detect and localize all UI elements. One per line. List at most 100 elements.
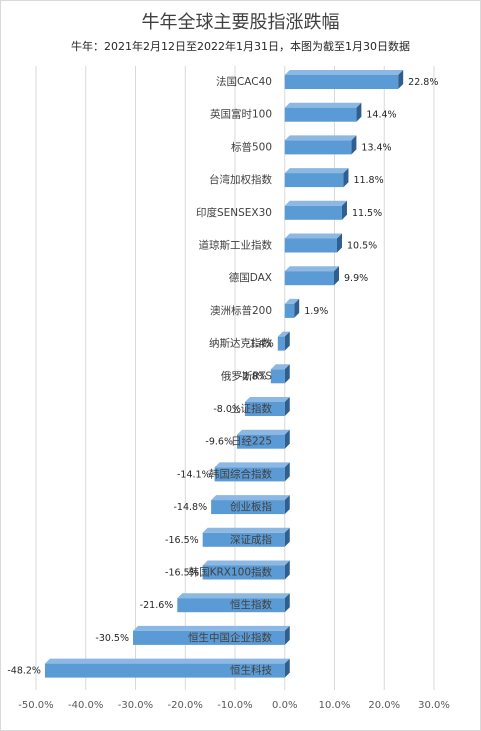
bar-top-face	[284, 168, 349, 174]
bar-side-face	[284, 625, 290, 645]
category-label: 韩国KRX100指数	[189, 566, 273, 579]
bar-side-face	[334, 266, 340, 286]
bar-side-face	[284, 593, 290, 613]
bar-side-face	[284, 658, 290, 678]
bar	[211, 500, 285, 515]
bar-side-face	[336, 233, 342, 253]
chart-title: 牛年全球主要股指涨跌幅	[141, 12, 340, 33]
x-tick-label: -40.0%	[68, 700, 103, 711]
bar-side-face	[284, 397, 290, 416]
value-label: -2.8%	[239, 371, 267, 382]
x-tick-label: -20.0%	[168, 700, 203, 711]
value-label: -16.5%	[165, 535, 199, 546]
value-label: -1.4%	[246, 339, 274, 350]
bar-top-face	[284, 233, 342, 239]
value-label: 11.8%	[353, 175, 383, 186]
category-label: 标普500	[231, 140, 272, 153]
bar-top-face	[284, 135, 357, 141]
bar	[44, 663, 285, 678]
bar-side-face	[351, 135, 357, 155]
bar	[277, 336, 285, 351]
x-tick-label: 20.0%	[368, 700, 400, 711]
bar	[214, 467, 285, 482]
bar-top-face	[211, 495, 290, 501]
bar	[202, 565, 285, 580]
bar-top-face	[284, 200, 347, 206]
bar	[284, 303, 295, 318]
bar-top-face	[270, 364, 290, 370]
value-label: -14.8%	[174, 502, 208, 513]
bar-side-face	[284, 462, 290, 482]
value-label: -16.5%	[165, 568, 199, 579]
value-label: -14.1%	[177, 469, 211, 480]
value-label: 10.5%	[347, 241, 377, 252]
category-label: 德国DAX	[229, 271, 272, 284]
category-label: 纳斯达克指数	[209, 337, 272, 350]
bar-side-face	[284, 495, 290, 515]
value-label: 13.4%	[361, 142, 391, 153]
x-tick-label: -30.0%	[118, 700, 153, 711]
bar-top-face	[284, 102, 362, 108]
category-label: 韩国综合指数	[209, 467, 272, 480]
category-label: 法国CAC40	[216, 75, 272, 88]
value-label: -21.6%	[140, 600, 174, 611]
bar-top-face	[133, 625, 290, 631]
bar-side-face	[284, 364, 290, 384]
value-label: -8.0%	[213, 404, 241, 415]
bar-top-face	[284, 266, 340, 272]
chart-subtitle: 牛年：2021年2月12日至2022年1月31日，本图为截至1月30日数据	[71, 40, 410, 53]
bar-side-face	[398, 70, 404, 89]
bar-top-face	[44, 658, 290, 664]
x-tick-label: 0.0%	[272, 700, 297, 711]
bar	[236, 434, 285, 449]
bar-side-face	[284, 560, 290, 580]
x-tick-label: -50.0%	[18, 700, 53, 711]
bar-side-face	[294, 298, 300, 318]
bar-top-face	[202, 560, 290, 566]
bar-top-face	[202, 527, 290, 533]
bar	[284, 107, 357, 122]
bar	[284, 271, 335, 286]
bar-side-face	[341, 200, 347, 220]
bar	[244, 402, 285, 416]
x-tick-label: 30.0%	[418, 700, 450, 711]
value-label: -9.6%	[205, 437, 233, 448]
bar-side-face	[284, 429, 290, 449]
x-tick-label: -10.0%	[217, 700, 252, 711]
bar-side-face	[284, 527, 290, 547]
bar-top-face	[277, 331, 290, 337]
value-label: -48.2%	[7, 666, 41, 677]
bar-top-face	[236, 429, 290, 435]
category-label: 英国富时100	[210, 108, 272, 121]
category-label: 澳洲标普200	[210, 304, 272, 317]
bar	[284, 75, 399, 89]
bar-top-face	[214, 462, 290, 468]
bar-top-face	[177, 593, 290, 599]
bar	[202, 532, 285, 547]
bar-top-face	[244, 397, 290, 402]
value-label: 1.9%	[304, 306, 328, 317]
category-label: 恒生科技	[230, 664, 272, 677]
bar-side-face	[284, 331, 290, 351]
category-label: 深证成指	[230, 533, 272, 546]
category-label: 日经225	[231, 435, 272, 448]
bar	[133, 630, 285, 645]
bar	[284, 238, 337, 253]
category-label: 上证指数	[230, 402, 272, 415]
bar-top-face	[284, 298, 300, 304]
value-label: 14.4%	[366, 110, 396, 121]
bar-side-face	[343, 168, 349, 188]
category-label: 道琼斯工业指数	[199, 239, 273, 252]
bar	[284, 140, 352, 155]
category-label: 创业板指	[230, 500, 272, 513]
x-tick-label: 10.0%	[319, 700, 351, 711]
value-label: -30.5%	[95, 633, 129, 644]
category-label: 恒生中国企业指数	[188, 631, 272, 644]
category-label: 印度SENSEX30	[196, 206, 272, 219]
bar	[284, 205, 342, 220]
bar-top-face	[284, 70, 404, 75]
value-label: 22.8%	[408, 77, 438, 88]
bar	[177, 598, 285, 613]
bar	[270, 369, 285, 384]
value-label: 11.5%	[352, 208, 382, 219]
